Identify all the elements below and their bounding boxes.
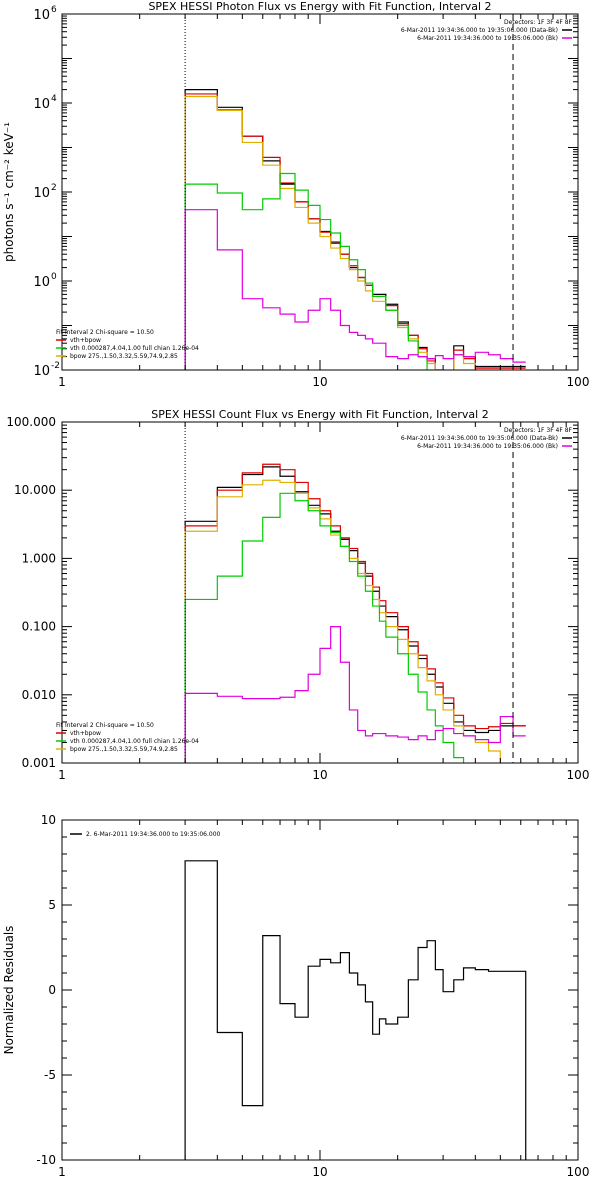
series-line-bpow xyxy=(184,479,501,763)
y-tick-exponent: 0 xyxy=(51,272,57,282)
x-tick-label: 10 xyxy=(312,1165,327,1179)
y-tick-label: 10 xyxy=(33,364,50,379)
y-axis-label: photons s⁻¹ cm⁻² keV⁻¹ xyxy=(2,122,16,262)
legend-entry: bpow 275.,1.50,3.32,5.59,74.9,2.85 xyxy=(70,746,178,753)
chart-title: SPEX HESSI Count Flux vs Energy with Fit… xyxy=(151,408,488,421)
y-tick-label: 0.001 xyxy=(22,756,56,770)
y-tick-label: 10 xyxy=(33,186,50,201)
legend-header: Fit Interval 2 Chi-square = 10.50 xyxy=(56,329,154,336)
series-line-vth xyxy=(184,172,428,370)
series-line-data xyxy=(184,89,526,370)
y-tick-label: 5 xyxy=(48,898,56,912)
legend-header: Detectors: 1F 3F 4F 8F xyxy=(504,427,573,434)
y-tick-label: 10.000 xyxy=(14,483,56,497)
x-tick-label: 10 xyxy=(312,768,327,782)
series-line-total xyxy=(184,93,526,370)
y-tick-label: 0 xyxy=(48,983,56,997)
legend-entry: 2. 6-Mar-2011 19:34:36.000 to 19:35:06.0… xyxy=(86,831,221,838)
legend-entry: 6-Mar-2011 19:34:36.000 to 19:35:06.000 … xyxy=(401,27,558,34)
x-tick-label: 1 xyxy=(58,1165,66,1179)
legend-entry: 6-Mar-2011 19:34:36.000 to 19:35:06.000 … xyxy=(417,35,558,42)
series-line-total xyxy=(184,463,526,763)
series-group xyxy=(184,463,526,763)
y-tick-label: 0.100 xyxy=(22,620,56,634)
y-tick-label: 0.010 xyxy=(22,688,56,702)
x-tick-label: 100 xyxy=(567,1165,590,1179)
series-line-data xyxy=(184,860,527,1160)
y-tick-label: -5 xyxy=(44,1068,56,1082)
legend-entry: vth+bpow xyxy=(70,730,101,737)
x-tick-label: 100 xyxy=(567,768,590,782)
series-line-data xyxy=(184,466,526,763)
y-tick-exponent: 4 xyxy=(51,94,57,104)
count-flux-panel: SPEX HESSI Count Flux vs Energy with Fit… xyxy=(6,408,590,782)
chart-title: SPEX HESSI Photon Flux vs Energy with Fi… xyxy=(148,0,491,13)
plot-frame xyxy=(61,13,579,371)
x-tick-label: 1 xyxy=(58,768,66,782)
residuals-panel: Normalized Residuals 1 10 100 -10 -5 0 5 10 2. 6-… xyxy=(2,813,589,1179)
legend-entry: 6-Mar-2011 19:34:36.000 to 19:35:06.000 … xyxy=(417,443,558,450)
x-tick-label: 1 xyxy=(58,375,66,389)
legend-header: Detectors: 1F 3F 4F 8F xyxy=(504,19,573,26)
plot-frame xyxy=(61,421,579,764)
y-tick-label: 10 xyxy=(41,813,56,827)
series-line-bk xyxy=(184,209,526,370)
y-tick-label: 10 xyxy=(33,97,50,112)
photon-flux-panel: SPEX HESSI Photon Flux vs Energy with Fi… xyxy=(2,0,589,389)
x-tick-label: 100 xyxy=(567,375,590,389)
series-group xyxy=(184,860,527,1160)
series-group xyxy=(184,89,526,370)
x-tick-label: 10 xyxy=(312,375,327,389)
y-tick-label: -10 xyxy=(36,1153,56,1167)
y-tick-label: 10 xyxy=(33,8,50,23)
y-axis-label: Normalized Residuals xyxy=(2,926,16,1055)
legend-entry: vth 0.000287,4.04,1.00 full chian 1.26e-… xyxy=(70,345,199,352)
legend-header: Fit Interval 2 Chi-square = 10.50 xyxy=(56,722,154,729)
series-line-bk xyxy=(184,626,526,763)
y-tick-exponent: 6 xyxy=(51,5,57,15)
series-line-bpow xyxy=(184,95,476,370)
y-tick-exponent: -2 xyxy=(51,361,60,371)
y-tick-label: 10 xyxy=(33,275,50,290)
plot-frame xyxy=(61,819,579,1161)
series-line-vth xyxy=(184,492,465,763)
y-tick-exponent: 2 xyxy=(51,183,57,193)
y-tick-label: 1.000 xyxy=(22,551,56,565)
legend-entry: vth+bpow xyxy=(70,337,101,344)
y-tick-label: 100.000 xyxy=(6,415,56,429)
legend-entry: bpow 275.,1.50,3.32,5.59,74.9,2.85 xyxy=(70,353,178,360)
legend-entry: 6-Mar-2011 19:34:36.000 to 19:35:06.000 … xyxy=(401,435,558,442)
legend-entry: vth 0.000287,4.04,1.00 full chian 1.26e-… xyxy=(70,738,199,745)
